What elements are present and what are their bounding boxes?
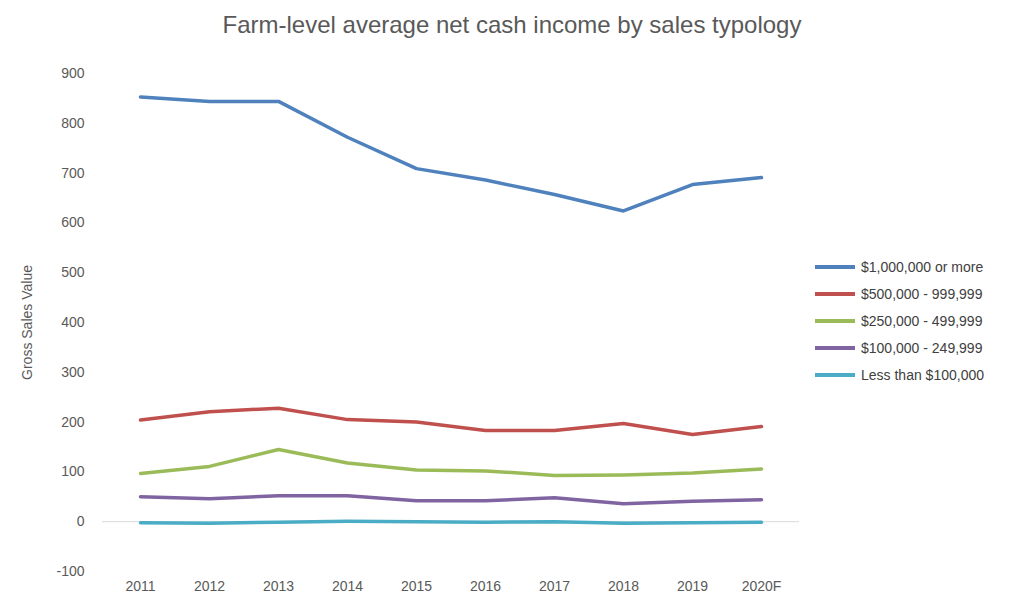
svg-text:800: 800 [61, 115, 85, 131]
html-text:Less than $100,000: Less than $100,000 [861, 366, 984, 383]
html-text:Farm-level average net cash in: Farm-level average net cash income by sa… [222, 11, 802, 38]
svg-text:2020F: 2020F [742, 578, 782, 594]
svg-text:2015: 2015 [401, 578, 432, 594]
svg-text:-100: -100 [56, 563, 84, 579]
svg-text:100: 100 [61, 463, 85, 479]
html-text:$1,000,000 or more: $1,000,000 or more [861, 258, 984, 275]
svg-text:500: 500 [61, 264, 85, 280]
html-text:$250,000 - 499,999: $250,000 - 499,999 [861, 312, 983, 329]
svg-text:2014: 2014 [332, 578, 363, 594]
svg-text:2013: 2013 [263, 578, 294, 594]
svg-text:600: 600 [61, 214, 85, 230]
svg-text:300: 300 [61, 364, 85, 380]
svg-text:2011: 2011 [125, 578, 155, 594]
html-text:$500,000 - 999,999: $500,000 - 999,999 [861, 285, 983, 302]
svg-text:2017: 2017 [539, 578, 570, 594]
svg-text:0: 0 [77, 513, 85, 529]
svg-text:700: 700 [61, 165, 85, 181]
html-text:$100,000 - 249,999: $100,000 - 249,999 [861, 339, 983, 356]
svg-text:Gross Sales Value: Gross Sales Value [19, 265, 35, 380]
svg-text:900: 900 [61, 65, 85, 81]
svg-text:2018: 2018 [608, 578, 639, 594]
svg-text:200: 200 [61, 414, 85, 430]
svg-text:2019: 2019 [677, 578, 708, 594]
svg-text:400: 400 [61, 314, 85, 330]
svg-text:2016: 2016 [470, 578, 501, 594]
svg-text:2012: 2012 [194, 578, 225, 594]
